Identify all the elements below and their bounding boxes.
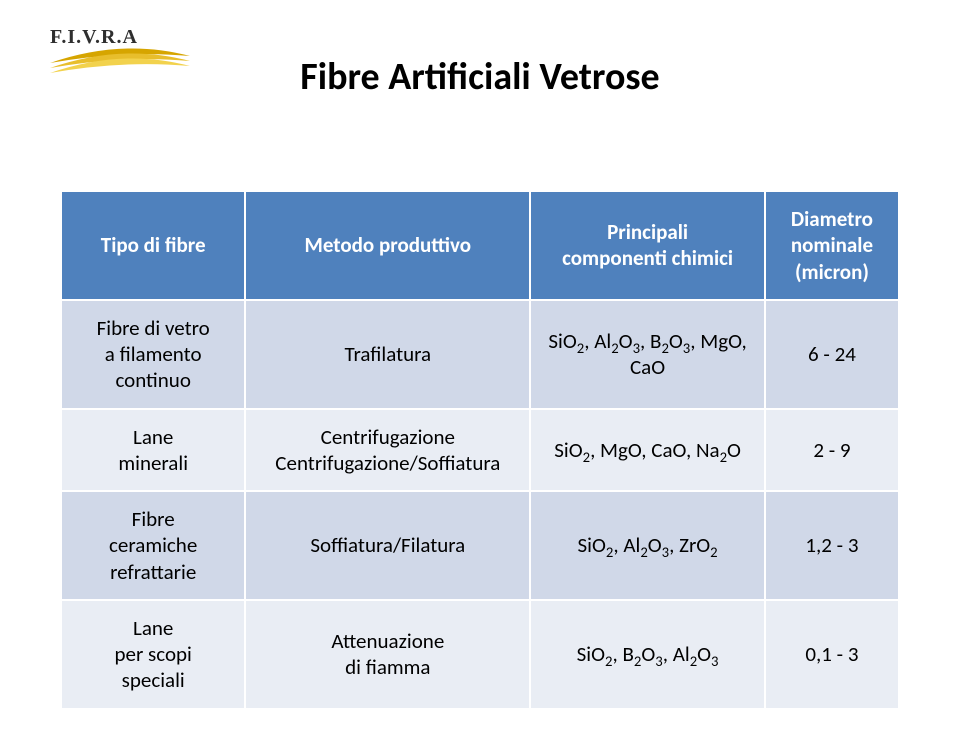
slide-title: Fibre Artificiali Vetrose	[0, 54, 960, 100]
fibre-table: Tipo di fibreMetodo produttivoPrincipali…	[60, 190, 900, 710]
column-header-2: Principalicomponenti chimici	[530, 191, 765, 300]
table-header-row: Tipo di fibreMetodo produttivoPrincipali…	[61, 191, 899, 300]
table-row: Fibre di vetroa filamentocontinuoTrafila…	[61, 300, 899, 409]
table-row: FibreceramicherefrattarieSoffiatura/Fila…	[61, 491, 899, 600]
cell-components: SiO2, MgO, CaO, Na2O	[530, 409, 765, 492]
cell-method: Soffiatura/Filatura	[245, 491, 530, 600]
table-row: LanemineraliCentrifugazioneCentrifugazio…	[61, 409, 899, 492]
column-header-3: Diametronominale(micron)	[765, 191, 899, 300]
cell-type: Fibreceramicherefrattarie	[61, 491, 245, 600]
column-header-0: Tipo di fibre	[61, 191, 245, 300]
cell-type: Fibre di vetroa filamentocontinuo	[61, 300, 245, 409]
column-header-1: Metodo produttivo	[245, 191, 530, 300]
cell-components: SiO2, Al2O3, B2O3, MgO, CaO	[530, 300, 765, 409]
cell-components: SiO2, B2O3, Al2O3	[530, 600, 765, 709]
cell-method: CentrifugazioneCentrifugazione/Soffiatur…	[245, 409, 530, 492]
table-container: Tipo di fibreMetodo produttivoPrincipali…	[60, 190, 900, 710]
cell-diameter: 0,1 - 3	[765, 600, 899, 709]
table-row: Laneper scopispecialiAttenuazionedi fiam…	[61, 600, 899, 709]
cell-diameter: 1,2 - 3	[765, 491, 899, 600]
cell-type: Laneminerali	[61, 409, 245, 492]
slide: F.I.V.R.A Fibre Artificiali Vetrose Tipo…	[0, 0, 960, 736]
cell-method: Attenuazionedi fiamma	[245, 600, 530, 709]
cell-diameter: 2 - 9	[765, 409, 899, 492]
cell-type: Laneper scopispeciali	[61, 600, 245, 709]
logo-text: F.I.V.R.A	[50, 28, 138, 48]
cell-diameter: 6 - 24	[765, 300, 899, 409]
cell-components: SiO2, Al2O3, ZrO2	[530, 491, 765, 600]
cell-method: Trafilatura	[245, 300, 530, 409]
